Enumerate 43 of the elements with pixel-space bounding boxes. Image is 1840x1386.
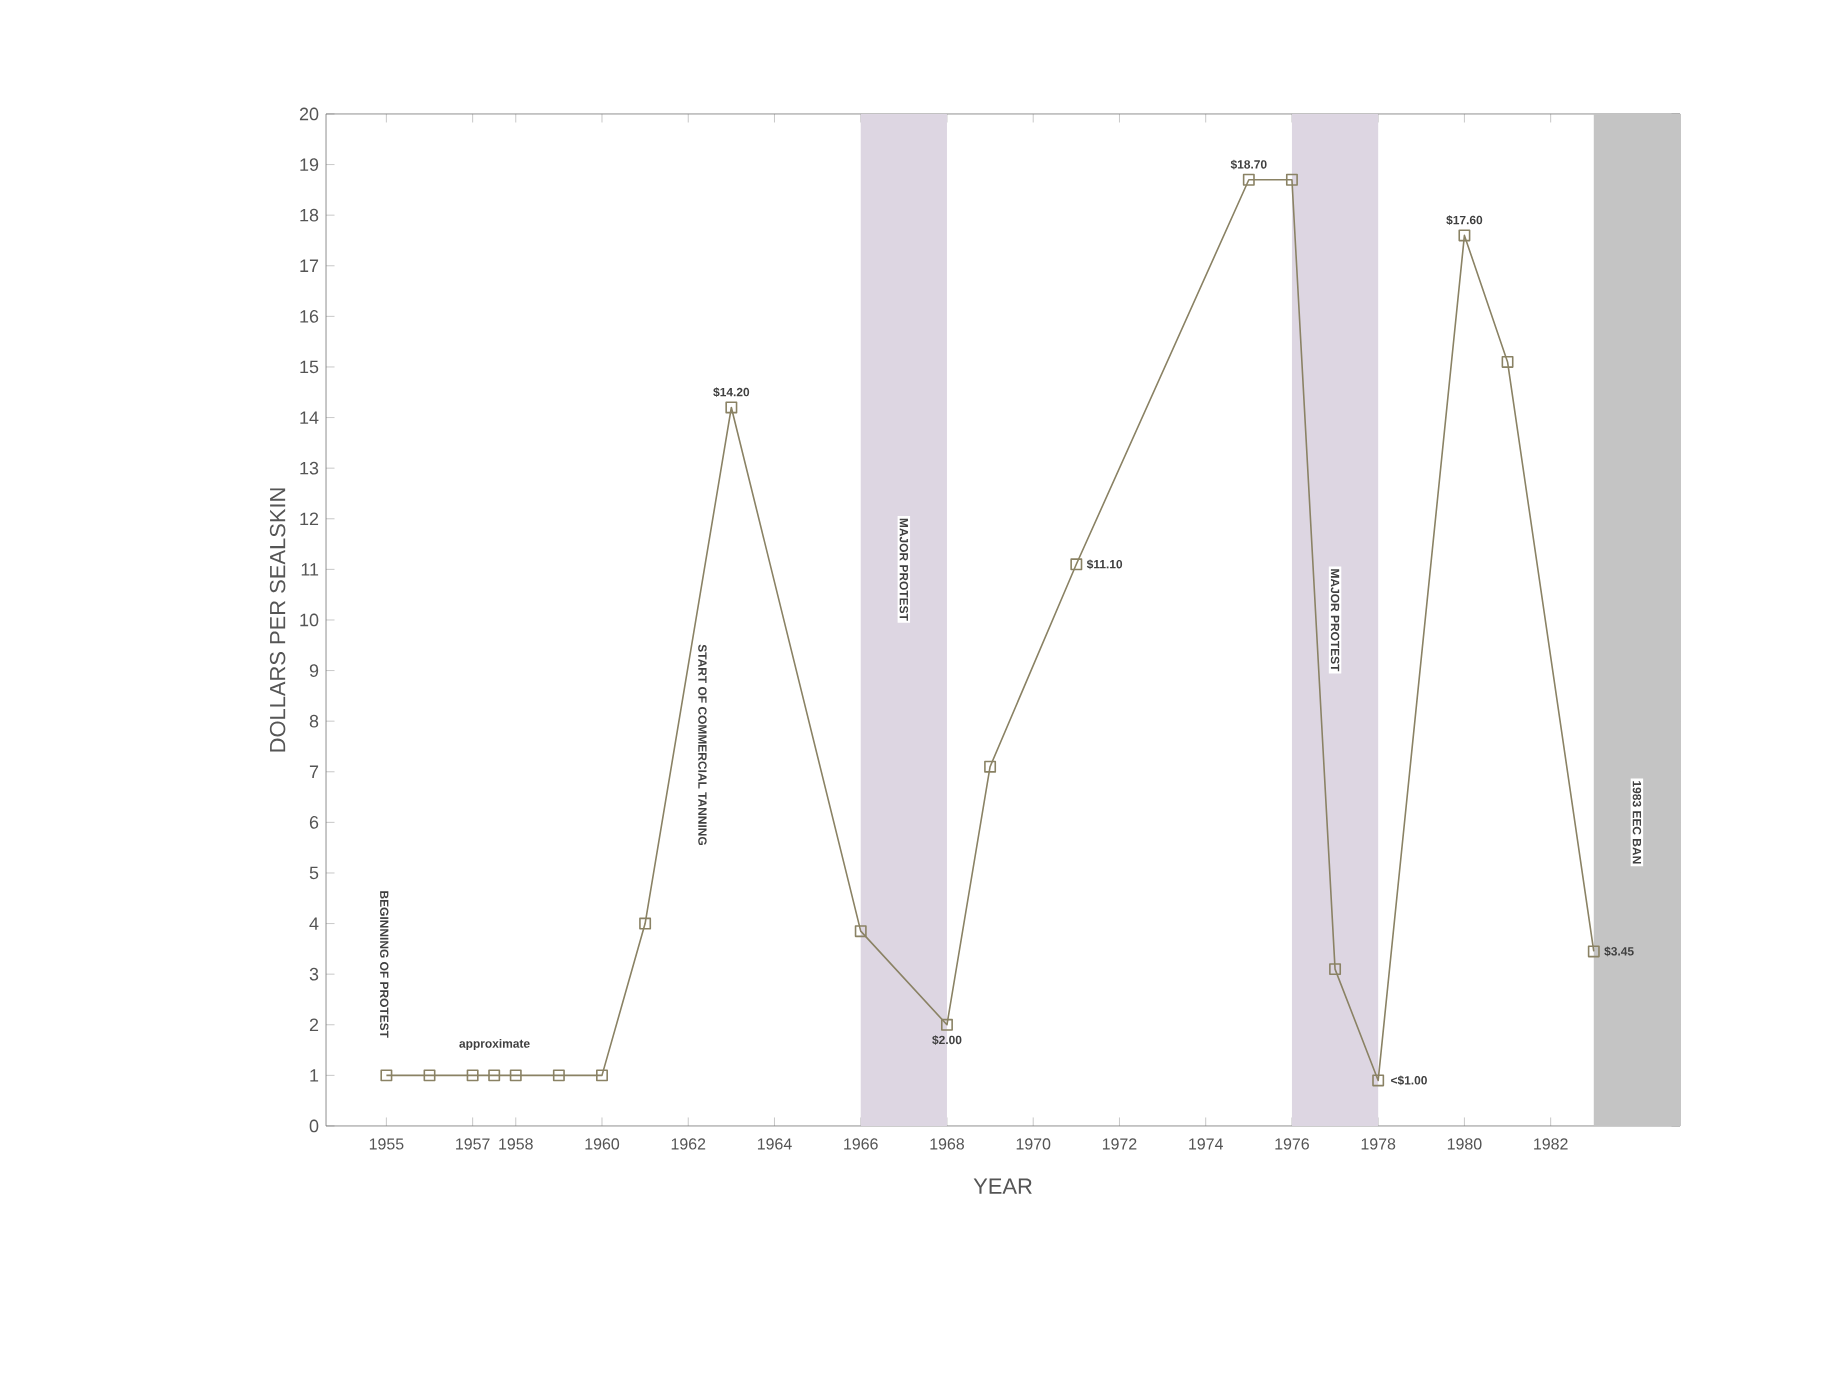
y-axis-title: DOLLARS PER SEALSKIN (269, 488, 286, 752)
point (509, 1069, 522, 1082)
point (1501, 355, 1514, 368)
point (596, 1069, 608, 1082)
y-tick-label: 3 (309, 967, 319, 981)
y-tick-label: 7 (309, 765, 319, 778)
y-tick-label: 4 (309, 917, 319, 930)
point (466, 1069, 479, 1082)
y-tick-label: 9 (309, 664, 319, 677)
y-tick-label: 16 (300, 310, 319, 323)
point (639, 917, 652, 930)
point (488, 1069, 501, 1082)
point (1070, 558, 1083, 571)
point (1372, 1074, 1385, 1087)
point (984, 760, 997, 773)
point (940, 1018, 953, 1031)
y-tick-label: 10 (300, 613, 319, 627)
y-tick-label: 19 (300, 158, 319, 171)
y-tick-label: 0 (309, 1119, 319, 1133)
point (423, 1069, 436, 1082)
y-tick-label: 14 (300, 411, 319, 424)
point (854, 925, 867, 938)
y-tick-label: 8 (309, 714, 319, 728)
point (1242, 173, 1255, 186)
y-tick-label: 11 (301, 563, 319, 576)
point (552, 1069, 565, 1082)
point (1329, 963, 1342, 976)
point (1285, 173, 1298, 186)
point (380, 1069, 393, 1082)
y-tick-label: 18 (300, 208, 319, 222)
y-tick-label: 20 (299, 107, 319, 121)
point (725, 401, 738, 414)
point (1458, 229, 1471, 242)
point (1587, 945, 1600, 958)
y-tick-label: 5 (309, 866, 319, 880)
y-tick-label: 12 (300, 512, 319, 526)
y-tick-label: 6 (309, 816, 319, 829)
y-tick-label: 17 (300, 259, 319, 272)
y-tick-label: 2 (309, 1018, 319, 1032)
y-tick-label: 15 (300, 360, 319, 374)
y-tick-label: 1 (310, 1069, 319, 1082)
y-tick-label: 13 (300, 461, 319, 475)
x-axis-title: YEAR (973, 1178, 1032, 1194)
